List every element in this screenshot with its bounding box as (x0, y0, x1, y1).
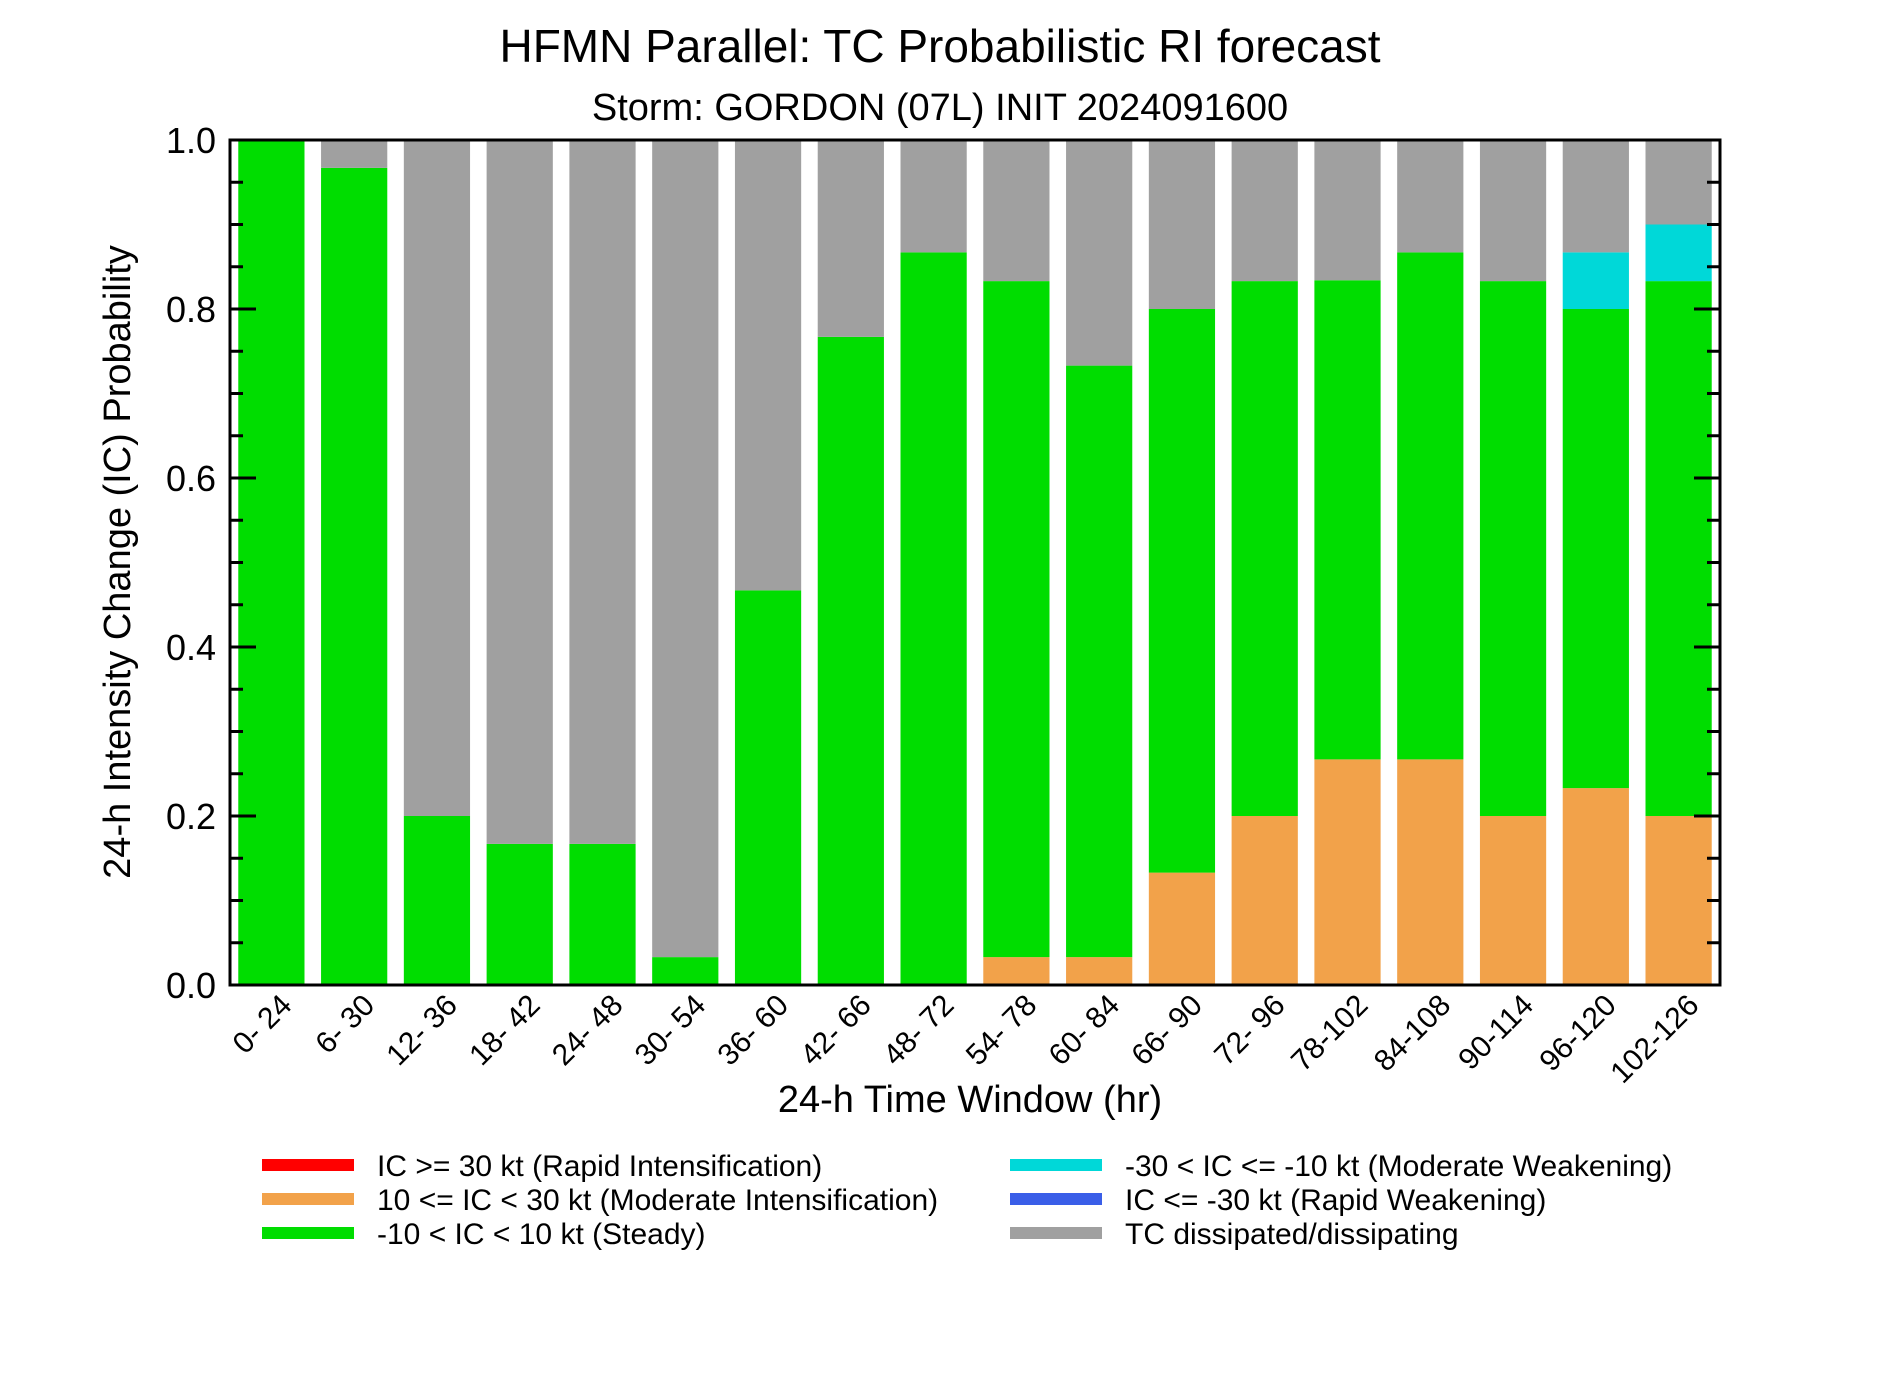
bar-segment-2-6 (734, 590, 802, 985)
legend: IC >= 30 kt (Rapid Intensification)10 <=… (262, 1150, 1672, 1251)
bar-segment-3-16 (1562, 252, 1629, 309)
x-tick-label: 72- 96 (1208, 989, 1291, 1072)
bar-segment-1-16 (1562, 788, 1629, 985)
bar-segment-5-4 (569, 140, 636, 844)
x-tick-label: 60- 84 (1043, 989, 1126, 1072)
legend-label-0: IC >= 30 kt (Rapid Intensification) (377, 1150, 822, 1183)
bar-segment-2-11 (1148, 309, 1216, 873)
bar-segment-5-12 (1231, 140, 1298, 282)
bar-segment-1-15 (1479, 816, 1547, 985)
bar-segment-1-14 (1397, 759, 1464, 985)
bar-segment-1-17 (1645, 816, 1712, 985)
x-tick-label: 102-126 (1604, 989, 1705, 1090)
x-tick-label: 0- 24 (227, 989, 299, 1061)
bar-segment-2-12 (1231, 281, 1298, 816)
y-tick-label: 0.4 (166, 627, 216, 668)
x-axis-label: 24-h Time Window (hr) (778, 1079, 1162, 1121)
bar-segment-2-1 (321, 167, 388, 985)
legend-swatch-1 (262, 1193, 354, 1205)
x-tick-label: 18- 42 (463, 989, 546, 1072)
bar-segment-2-17 (1645, 281, 1712, 816)
y-tick-label: 0.0 (166, 965, 216, 1006)
bar-segment-2-10 (1066, 365, 1133, 958)
bar-segment-5-1 (321, 140, 388, 168)
bar-segment-2-14 (1397, 252, 1464, 760)
bar-segment-2-13 (1314, 280, 1381, 760)
bar-segment-5-11 (1148, 140, 1216, 309)
bar-segment-2-0 (238, 140, 305, 985)
bar-segment-5-8 (900, 140, 967, 253)
y-tick-label: 0.2 (166, 796, 216, 837)
legend-label-3: -30 < IC <= -10 kt (Moderate Weakening) (1125, 1150, 1672, 1183)
bar-segment-5-5 (652, 140, 719, 958)
bar-segment-5-15 (1479, 140, 1547, 282)
legend-swatch-0 (262, 1159, 354, 1171)
x-tick-label: 42- 66 (794, 989, 877, 1072)
legend-label-1: 10 <= IC < 30 kt (Moderate Intensificati… (377, 1184, 938, 1217)
x-tick-label: 6- 30 (309, 989, 381, 1061)
x-tick-label: 90-114 (1452, 989, 1540, 1077)
bar-segment-5-7 (817, 140, 884, 337)
bar-segment-5-9 (983, 140, 1050, 282)
x-tick-label: 24- 48 (546, 989, 629, 1072)
bar-segment-1-12 (1231, 816, 1298, 985)
x-tick-label: 12- 36 (380, 989, 463, 1072)
y-axis: 0.0 0.2 0.4 0.6 0.8 1.0 (166, 120, 1720, 1006)
bar-segment-1-10 (1066, 957, 1133, 985)
x-tick-label: 66- 90 (1125, 989, 1208, 1072)
x-tick-label: 48- 72 (877, 989, 960, 1072)
bar-segment-2-2 (403, 816, 471, 985)
x-tick-label: 78-102 (1285, 989, 1374, 1078)
legend-label-2: -10 < IC < 10 kt (Steady) (377, 1218, 706, 1251)
x-tick-label: 30- 54 (629, 989, 712, 1072)
bar-segment-1-11 (1148, 872, 1216, 985)
bar-segment-1-13 (1314, 759, 1381, 985)
bar-segment-2-15 (1479, 281, 1547, 816)
bar-segment-2-5 (652, 957, 719, 985)
legend-swatch-4 (1010, 1193, 1102, 1205)
x-axis: 0- 24 6- 30 12- 36 18- 42 24- 48 30- 54 36- 60… (227, 989, 1706, 1090)
bar-segment-5-2 (403, 140, 471, 816)
y-axis-label: 24-h Intensity Change (IC) Probability (97, 245, 139, 879)
legend-swatch-3 (1010, 1159, 1102, 1171)
bar-segment-2-7 (817, 336, 884, 985)
bar-segment-5-3 (486, 140, 553, 844)
y-tick-label: 0.8 (166, 289, 216, 330)
x-tick-label: 36- 60 (712, 989, 795, 1072)
bar-segment-5-16 (1562, 140, 1629, 253)
x-tick-label: 54- 78 (960, 989, 1043, 1072)
bar-segment-5-10 (1066, 140, 1133, 366)
y-tick-label: 1.0 (166, 120, 216, 161)
bar-segment-5-14 (1397, 140, 1464, 253)
y-tick-label: 0.6 (166, 458, 216, 499)
bar-segment-2-16 (1562, 309, 1629, 789)
bar-segment-1-9 (983, 957, 1050, 985)
legend-swatch-2 (262, 1227, 354, 1239)
bar-segment-5-13 (1314, 139, 1381, 281)
bar-segment-3-17 (1645, 224, 1712, 282)
bar-segment-5-6 (734, 140, 802, 591)
legend-swatch-5 (1010, 1227, 1102, 1239)
bar-segment-5-17 (1645, 140, 1712, 225)
bars-layer (238, 139, 1712, 985)
legend-label-4: IC <= -30 kt (Rapid Weakening) (1125, 1184, 1546, 1217)
x-tick-label: 84-108 (1368, 989, 1457, 1078)
bar-segment-2-4 (569, 843, 636, 985)
bar-segment-2-8 (900, 252, 967, 985)
chart-subtitle: Storm: GORDON (07L) INIT 2024091600 (592, 87, 1288, 129)
legend-label-5: TC dissipated/dissipating (1125, 1218, 1459, 1251)
chart-title: HFMN Parallel: TC Probabilistic RI forec… (499, 20, 1380, 72)
bar-segment-2-9 (983, 281, 1050, 958)
bar-segment-2-3 (486, 843, 553, 985)
